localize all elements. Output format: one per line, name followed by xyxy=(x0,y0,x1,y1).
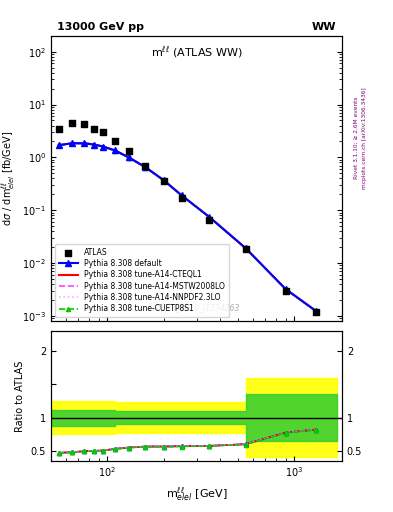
Pythia 8.308 tune-CUETP8S1 xyxy=(283,286,288,292)
Pythia 8.308 tune-A14-MSTW2008LO xyxy=(70,140,75,146)
Pythia 8.308 default xyxy=(113,147,118,154)
Pythia 8.308 tune-A14-CTEQL1 xyxy=(92,141,97,147)
Pythia 8.308 tune-A14-CTEQL1 xyxy=(101,143,106,150)
Pythia 8.308 tune-A14-CTEQL1 xyxy=(161,177,166,183)
Pythia 8.308 tune-A14-CTEQL1 xyxy=(313,308,318,314)
Line: Pythia 8.308 tune-A14-CTEQL1: Pythia 8.308 tune-A14-CTEQL1 xyxy=(59,143,316,311)
Pythia 8.308 default xyxy=(143,164,148,170)
Pythia 8.308 default xyxy=(57,142,61,148)
Line: Pythia 8.308 tune-A14-NNPDF2.3LO: Pythia 8.308 tune-A14-NNPDF2.3LO xyxy=(59,143,316,311)
Y-axis label: Ratio to ATLAS: Ratio to ATLAS xyxy=(15,360,25,432)
Pythia 8.308 tune-A14-NNPDF2.3LO xyxy=(82,140,86,146)
ATLAS xyxy=(100,128,107,136)
Pythia 8.308 default xyxy=(283,286,288,292)
ATLAS xyxy=(56,124,62,133)
X-axis label: m$^{\ell\ell}_{elel}$ [GeV]: m$^{\ell\ell}_{elel}$ [GeV] xyxy=(166,485,227,503)
Text: m$^{\ell\ell}$ (ATLAS WW): m$^{\ell\ell}$ (ATLAS WW) xyxy=(151,45,242,60)
ATLAS xyxy=(91,124,97,133)
Pythia 8.308 tune-A14-MSTW2008LO xyxy=(82,140,86,146)
Pythia 8.308 tune-A14-NNPDF2.3LO xyxy=(92,141,97,147)
Pythia 8.308 tune-CUETP8S1 xyxy=(243,245,248,251)
ATLAS xyxy=(160,177,167,185)
Pythia 8.308 tune-CUETP8S1 xyxy=(161,177,166,183)
Text: mcplots.cern.ch [arXiv:1306.3436]: mcplots.cern.ch [arXiv:1306.3436] xyxy=(362,88,367,189)
Pythia 8.308 default xyxy=(101,143,106,150)
ATLAS xyxy=(112,137,118,145)
Pythia 8.308 default xyxy=(92,141,97,147)
Pythia 8.308 tune-A14-MSTW2008LO xyxy=(207,214,211,220)
ATLAS xyxy=(283,287,289,295)
Pythia 8.308 tune-CUETP8S1 xyxy=(92,142,97,148)
Pythia 8.308 tune-CUETP8S1 xyxy=(179,193,184,199)
Pythia 8.308 tune-CUETP8S1 xyxy=(113,148,118,154)
Pythia 8.308 tune-CUETP8S1 xyxy=(207,214,211,220)
Legend: ATLAS, Pythia 8.308 default, Pythia 8.308 tune-A14-CTEQL1, Pythia 8.308 tune-A14: ATLAS, Pythia 8.308 default, Pythia 8.30… xyxy=(55,244,229,317)
Pythia 8.308 tune-CUETP8S1 xyxy=(57,142,61,148)
Pythia 8.308 tune-A14-MSTW2008LO xyxy=(113,147,118,154)
Pythia 8.308 tune-CUETP8S1 xyxy=(313,308,318,314)
Pythia 8.308 tune-A14-CTEQL1 xyxy=(57,142,61,148)
Pythia 8.308 default xyxy=(70,140,75,146)
Pythia 8.308 tune-A14-NNPDF2.3LO xyxy=(143,164,148,170)
Pythia 8.308 tune-A14-CTEQL1 xyxy=(143,164,148,170)
Pythia 8.308 tune-A14-MSTW2008LO xyxy=(92,141,97,147)
Pythia 8.308 tune-A14-MSTW2008LO xyxy=(57,142,61,148)
Text: Rivet 3.1.10; ≥ 2.6M events: Rivet 3.1.10; ≥ 2.6M events xyxy=(354,97,359,180)
Pythia 8.308 tune-A14-CTEQL1 xyxy=(126,154,131,160)
Pythia 8.308 tune-A14-NNPDF2.3LO xyxy=(179,193,184,199)
Pythia 8.308 tune-A14-MSTW2008LO xyxy=(243,245,248,251)
ATLAS xyxy=(178,194,185,202)
Pythia 8.308 tune-CUETP8S1 xyxy=(126,155,131,161)
Pythia 8.308 tune-CUETP8S1 xyxy=(143,164,148,170)
Pythia 8.308 default xyxy=(82,140,86,146)
Line: Pythia 8.308 default: Pythia 8.308 default xyxy=(56,140,318,313)
Pythia 8.308 default xyxy=(313,308,318,314)
Y-axis label: d$\sigma$ / dm$^{\ell\ell}_{elel}$ [fb/GeV]: d$\sigma$ / dm$^{\ell\ell}_{elel}$ [fb/G… xyxy=(0,131,17,226)
Pythia 8.308 default xyxy=(179,193,184,199)
Text: WW: WW xyxy=(312,22,336,32)
Pythia 8.308 tune-A14-NNPDF2.3LO xyxy=(113,147,118,154)
Text: ATLAS_2019_I1734263: ATLAS_2019_I1734263 xyxy=(153,303,240,312)
ATLAS xyxy=(69,119,75,127)
Pythia 8.308 tune-A14-CTEQL1 xyxy=(207,214,211,220)
Pythia 8.308 tune-A14-MSTW2008LO xyxy=(161,177,166,183)
Pythia 8.308 tune-A14-NNPDF2.3LO xyxy=(283,286,288,292)
Line: Pythia 8.308 tune-CUETP8S1: Pythia 8.308 tune-CUETP8S1 xyxy=(57,141,318,313)
Pythia 8.308 tune-A14-CTEQL1 xyxy=(70,140,75,146)
Pythia 8.308 tune-A14-NNPDF2.3LO xyxy=(126,154,131,160)
ATLAS xyxy=(312,308,319,316)
Pythia 8.308 tune-A14-MSTW2008LO xyxy=(179,193,184,199)
Pythia 8.308 default xyxy=(126,154,131,160)
Pythia 8.308 tune-A14-MSTW2008LO xyxy=(283,286,288,292)
ATLAS xyxy=(206,216,212,224)
ATLAS xyxy=(125,147,132,156)
Pythia 8.308 tune-A14-NNPDF2.3LO xyxy=(243,245,248,251)
Pythia 8.308 tune-A14-NNPDF2.3LO xyxy=(70,140,75,146)
Pythia 8.308 tune-A14-MSTW2008LO xyxy=(143,164,148,170)
Pythia 8.308 tune-A14-NNPDF2.3LO xyxy=(207,214,211,220)
ATLAS xyxy=(242,245,249,253)
Pythia 8.308 tune-CUETP8S1 xyxy=(82,140,86,146)
Pythia 8.308 tune-A14-CTEQL1 xyxy=(82,140,86,146)
Pythia 8.308 tune-CUETP8S1 xyxy=(101,144,106,150)
Pythia 8.308 tune-A14-MSTW2008LO xyxy=(101,143,106,150)
Pythia 8.308 tune-A14-MSTW2008LO xyxy=(126,154,131,160)
Pythia 8.308 default xyxy=(207,214,211,220)
Line: Pythia 8.308 tune-A14-MSTW2008LO: Pythia 8.308 tune-A14-MSTW2008LO xyxy=(59,143,316,311)
Pythia 8.308 tune-A14-CTEQL1 xyxy=(113,147,118,154)
Pythia 8.308 default xyxy=(161,177,166,183)
Pythia 8.308 tune-A14-CTEQL1 xyxy=(283,286,288,292)
Pythia 8.308 tune-CUETP8S1 xyxy=(70,140,75,146)
Pythia 8.308 default xyxy=(243,245,248,251)
Pythia 8.308 tune-A14-NNPDF2.3LO xyxy=(161,177,166,183)
Pythia 8.308 tune-A14-NNPDF2.3LO xyxy=(101,143,106,150)
Pythia 8.308 tune-A14-CTEQL1 xyxy=(179,193,184,199)
Text: 13000 GeV pp: 13000 GeV pp xyxy=(57,22,144,32)
Pythia 8.308 tune-A14-NNPDF2.3LO xyxy=(57,142,61,148)
Pythia 8.308 tune-A14-NNPDF2.3LO xyxy=(313,308,318,314)
ATLAS xyxy=(81,120,87,129)
Pythia 8.308 tune-A14-CTEQL1 xyxy=(243,245,248,251)
ATLAS xyxy=(142,161,149,169)
Pythia 8.308 tune-A14-MSTW2008LO xyxy=(313,308,318,314)
